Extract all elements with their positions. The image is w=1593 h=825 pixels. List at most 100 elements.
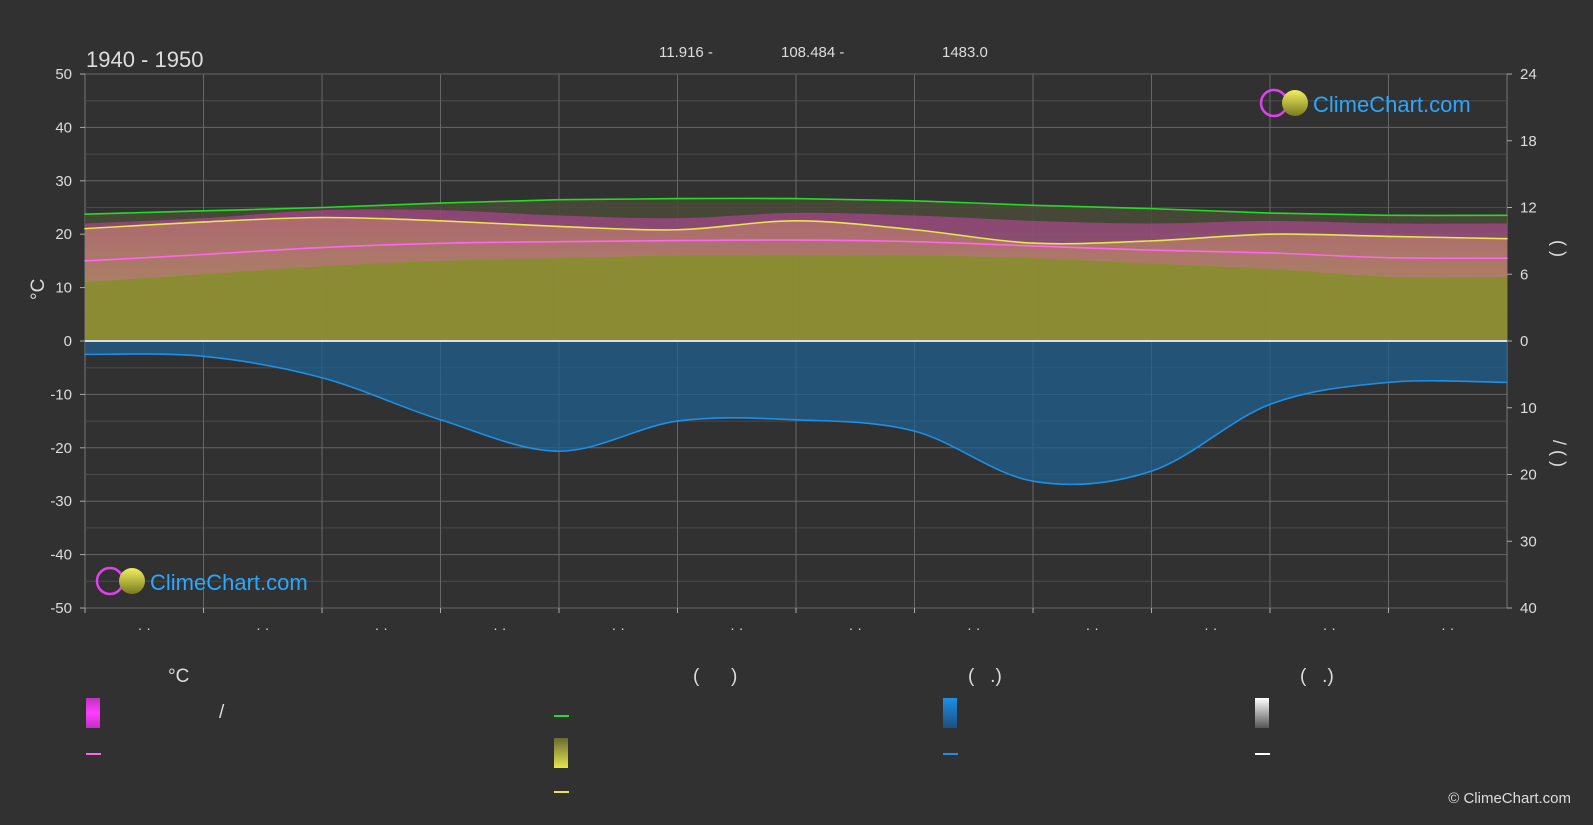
series-lines (84, 197, 1508, 486)
sunshine-point (202, 221, 205, 223)
x-tick-label: · · (1441, 620, 1454, 636)
daylight-point (202, 210, 205, 212)
logo-bottom: ClimeChart.com (95, 566, 308, 596)
rain-point (439, 418, 442, 421)
temp-mean-point (1150, 249, 1153, 252)
rain-point (84, 353, 86, 356)
daylight-point (676, 197, 679, 200)
area-fills (85, 198, 1507, 485)
sunshine-point (439, 220, 442, 222)
sunshine-point (1269, 233, 1271, 235)
left-tick-label: 30 (55, 173, 72, 190)
temp-mean-point (1387, 256, 1390, 259)
left-tick-label: 20 (55, 226, 72, 243)
legend-title-rain: ( .) (968, 666, 1002, 687)
logo-sun-icon (119, 568, 145, 594)
daylight-point (558, 198, 560, 201)
right-bottom-tick-label: 10 (1520, 400, 1537, 417)
logo-top: ClimeChart.com (1259, 88, 1471, 118)
x-tick-label: · · (375, 620, 388, 636)
daylight-point (321, 206, 323, 209)
rain-point (1032, 480, 1034, 482)
right-top-tick-label: 6 (1520, 266, 1528, 283)
sunshine-point (558, 225, 560, 228)
rain-point (1506, 381, 1508, 384)
longitude-label: 108.484 - (781, 44, 844, 61)
temp-mean-point (202, 253, 205, 256)
temp-mean-point (1506, 257, 1508, 260)
right-top-tick-label: 12 (1520, 200, 1537, 217)
right-bottom-tick-label: 30 (1520, 533, 1537, 550)
legend-title-sunshine: ( ) (693, 666, 738, 687)
copyright: © ClimeChart.com (1448, 790, 1571, 807)
left-tick-label: -50 (50, 600, 72, 617)
sunshine-point (84, 227, 86, 230)
rain-point (795, 418, 797, 421)
logo-sun-icon (1282, 90, 1308, 116)
sunshine-point (1506, 237, 1508, 240)
x-tick-label: · · (1086, 620, 1099, 636)
legend-swatch-rain (943, 698, 957, 728)
legend-slash: / (219, 702, 225, 723)
logo-text-top: ClimeChart.com (1313, 92, 1471, 117)
climate-chart: 50 40 30 20 10 0 -10 -20 -30 -40 -50 24 18 12 6 0 10 20 30… (28, 44, 1569, 636)
temp-mean-point (795, 239, 797, 241)
temp-mean-point (558, 240, 560, 243)
axes: 50 40 30 20 10 0 -10 -20 -30 -40 -50 24 18 12 6 0 10 20 30… (50, 66, 1536, 636)
sunshine-point (913, 228, 916, 231)
legend-line-temp-mean (86, 753, 101, 755)
temp-mean-point (676, 239, 679, 242)
x-tick-label: · · (1204, 620, 1217, 636)
daylight-point (795, 197, 797, 200)
left-tick-label: -30 (50, 493, 72, 510)
elevation-label: 1483.0 (942, 44, 988, 61)
daylight-point (1387, 214, 1390, 217)
temp-mean-point (439, 242, 442, 245)
right-top-tick-label: 24 (1520, 66, 1537, 83)
rain-point (676, 420, 679, 422)
right-bottom-tick-label: 40 (1520, 600, 1537, 617)
rain-point (321, 376, 323, 379)
x-tick-label: · · (1323, 620, 1336, 636)
rain-point (558, 450, 560, 452)
rain-point (1150, 470, 1153, 472)
temp-mean-point (913, 240, 916, 243)
temp-mean-point (1032, 245, 1034, 247)
rain-point (1269, 403, 1271, 406)
legend-title-snow: ( .) (1300, 666, 1334, 687)
x-tick-label: · · (849, 620, 862, 636)
period-title: 1940 - 1950 (86, 47, 203, 72)
right-top-tick-label: 0 (1520, 333, 1528, 350)
x-tick-label: · · (967, 620, 980, 636)
legend: °C ( ) ( .) ( .) / (0, 640, 1593, 825)
x-tick-label: · · (256, 620, 269, 636)
latitude-label: 11.916 - (659, 44, 713, 61)
left-tick-label: -10 (50, 386, 72, 403)
legend-title-temperature: °C (168, 666, 190, 687)
daylight-point (84, 213, 86, 215)
sunshine-point (321, 216, 323, 219)
temp-mean-point (84, 260, 86, 262)
left-tick-label: 0 (64, 333, 72, 350)
left-tick-label: -20 (50, 440, 72, 457)
daylight-point (1506, 214, 1508, 217)
legend-swatch-snow (1255, 698, 1269, 728)
rain-area (85, 341, 1507, 485)
left-tick-label: -40 (50, 547, 72, 564)
daylight-point (1269, 212, 1271, 214)
legend-line-rain (943, 753, 958, 755)
temp-mean-point (1269, 252, 1271, 254)
legend-swatch-sunshine (554, 738, 568, 768)
rain-point (1387, 381, 1390, 384)
legend-line-snow (1255, 753, 1270, 755)
sunshine-point (676, 228, 679, 231)
left-axis-label: °C (28, 279, 49, 300)
daylight-point (913, 200, 916, 202)
daylight-point (1032, 204, 1034, 207)
rain-point (202, 355, 205, 358)
x-tick-label: · · (730, 620, 743, 636)
sunshine-point (1032, 242, 1034, 244)
x-tick-label: · · (612, 620, 625, 636)
left-tick-label: 50 (55, 66, 72, 83)
x-tick-label: · · (138, 620, 151, 636)
